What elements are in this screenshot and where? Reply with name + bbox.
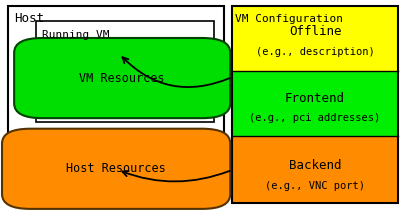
- Text: (e.g., pci addresses): (e.g., pci addresses): [250, 113, 381, 123]
- Bar: [232, 6, 398, 71]
- Text: (e.g., VNC port): (e.g., VNC port): [265, 181, 365, 191]
- Text: Frontend: Frontend: [285, 92, 345, 105]
- Text: Host Resources: Host Resources: [66, 162, 166, 175]
- FancyBboxPatch shape: [14, 38, 230, 118]
- Text: (e.g., description): (e.g., description): [256, 47, 375, 57]
- Text: Running VM: Running VM: [42, 30, 110, 40]
- FancyBboxPatch shape: [2, 129, 230, 209]
- Text: Offline: Offline: [289, 25, 341, 38]
- Text: Host: Host: [14, 12, 44, 26]
- Bar: [232, 71, 398, 136]
- Text: Backend: Backend: [289, 159, 341, 172]
- FancyBboxPatch shape: [36, 21, 214, 122]
- Bar: [232, 136, 398, 203]
- Text: VM Configuration: VM Configuration: [235, 14, 343, 24]
- FancyBboxPatch shape: [8, 6, 224, 203]
- Text: VM Resources: VM Resources: [79, 72, 165, 85]
